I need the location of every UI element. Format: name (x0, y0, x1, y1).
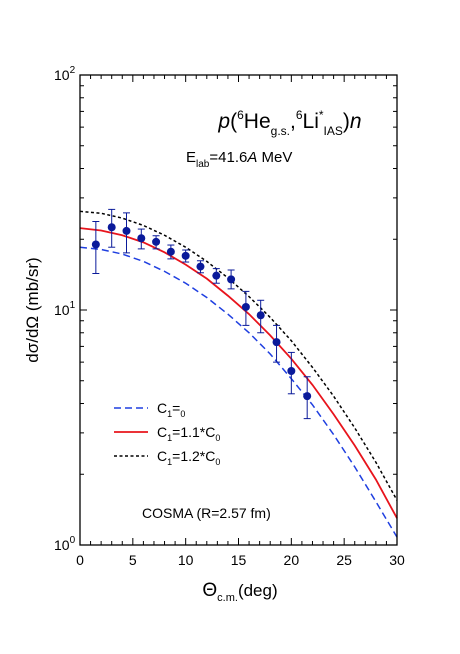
title-state-2: IAS (324, 124, 343, 138)
energy-value: =41.6 (209, 149, 247, 166)
data-point (272, 338, 281, 347)
legend-sub2: 0 (215, 433, 220, 443)
data-point (212, 271, 221, 280)
x-tick-label: 15 (231, 552, 247, 568)
y-tick-label: 102 (54, 65, 76, 83)
x-axis-unit: (deg) (238, 581, 278, 600)
y-tick-exp: 0 (70, 535, 76, 546)
y-tick-base: 10 (54, 302, 70, 318)
data-point (181, 251, 190, 260)
x-tick-label: 20 (284, 552, 300, 568)
x-tick-label: 5 (129, 552, 137, 568)
x-tick-label: 10 (178, 552, 194, 568)
legend-c: C (157, 424, 167, 440)
data-point (107, 223, 116, 232)
y-tick-exp: 2 (70, 65, 76, 76)
series-line-1 (79, 246, 398, 538)
y-tick-base: 10 (54, 537, 70, 553)
data-point (227, 275, 236, 284)
data-point (122, 226, 131, 235)
axis-ticks (79, 74, 398, 546)
y-axis-title: dσ/dΩ (mb/sr) (23, 257, 42, 362)
chart-title: p(6Heg.s.,6Li*IAS)n (217, 108, 361, 138)
title-n: n (350, 110, 362, 133)
x-tick-label: 0 (76, 552, 84, 568)
legend-sub2: 0 (215, 457, 220, 467)
title-close: ) (343, 110, 350, 133)
legend-eq: =1.2* (172, 448, 206, 464)
legend-label-3: C1=1.2*C0 (157, 448, 220, 467)
data-point (137, 234, 146, 243)
legend-eq: = (172, 400, 180, 416)
legend-eq: =1.1* (172, 424, 206, 440)
legend-c: C (157, 400, 167, 416)
model-curves (79, 210, 398, 538)
energy-A: A (246, 149, 257, 166)
energy-unit: MeV (257, 149, 292, 166)
x-tick-label: 30 (389, 552, 405, 568)
y-tick-exp: 1 (70, 300, 76, 311)
x-axis-title: Θc.m.(deg) (202, 580, 277, 604)
data-points (91, 208, 312, 420)
legend-sub2: 0 (180, 409, 185, 419)
y-tick-base: 10 (54, 67, 70, 83)
model-annotation: COSMA (R=2.57 fm) (142, 505, 271, 521)
title-nucleus-2: Li (303, 110, 319, 133)
data-point (152, 237, 161, 246)
data-point (241, 302, 250, 311)
series-line-3 (79, 210, 398, 501)
x-tick-label: 25 (336, 552, 352, 568)
title-mass-1: 6 (237, 108, 244, 122)
data-point (256, 311, 265, 320)
y-tick-label: 100 (54, 535, 76, 553)
title-comma: , (290, 110, 296, 133)
legend-label-2: C1=1.1*C0 (157, 424, 220, 443)
energy-label: Elab=41.6A MeV (186, 149, 292, 170)
legend-sub1: 1 (167, 457, 172, 467)
x-tick-labels: 0 5 10 15 20 25 30 (76, 552, 405, 568)
legend-sub1: 1 (167, 409, 172, 419)
data-point (91, 240, 100, 249)
data-point (196, 262, 205, 271)
title-state-1: g.s. (271, 124, 290, 138)
title-mass-2: 6 (296, 108, 303, 122)
title-excited-mark: * (319, 108, 324, 122)
energy-sub: lab (196, 159, 210, 170)
x-axis-theta: Θ (202, 580, 217, 601)
title-open: ( (230, 110, 237, 133)
x-axis-sub: c.m. (217, 592, 238, 604)
data-point (303, 392, 312, 401)
energy-symbol: E (186, 149, 196, 166)
plot-frame (79, 74, 398, 546)
title-p: p (217, 110, 230, 133)
legend-c: C (157, 448, 167, 464)
legend-factor: C (205, 424, 215, 440)
y-tick-label: 101 (54, 300, 76, 318)
legend-factor: C (205, 448, 215, 464)
legend-sub1: 1 (167, 433, 172, 443)
series-line-2 (79, 227, 398, 519)
legend-label-1: C1=0 (157, 400, 185, 419)
title-nucleus-1: He (244, 110, 271, 133)
data-point (166, 247, 175, 256)
data-point (287, 367, 296, 376)
